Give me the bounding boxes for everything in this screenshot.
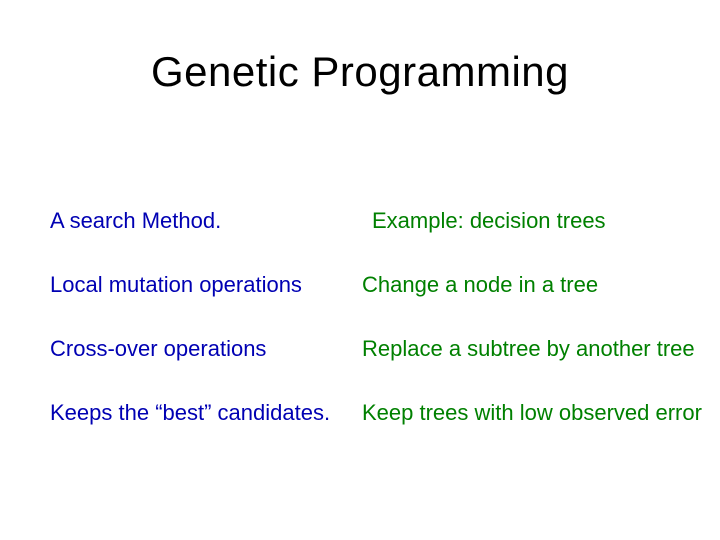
right-change-node: Change a node in a tree bbox=[362, 272, 720, 298]
slide: Genetic Programming A search Method. Exa… bbox=[0, 0, 720, 540]
left-keeps-best: Keeps the “best” candidates. bbox=[50, 400, 370, 426]
right-replace-subtree: Replace a subtree by another tree bbox=[362, 336, 720, 362]
right-low-error: Keep trees with low observed error bbox=[362, 400, 720, 426]
left-search-method: A search Method. bbox=[50, 208, 350, 234]
left-crossover: Cross-over operations bbox=[50, 336, 350, 362]
right-example: Example: decision trees bbox=[372, 208, 720, 234]
slide-title: Genetic Programming bbox=[0, 48, 720, 96]
left-local-mutation: Local mutation operations bbox=[50, 272, 350, 298]
